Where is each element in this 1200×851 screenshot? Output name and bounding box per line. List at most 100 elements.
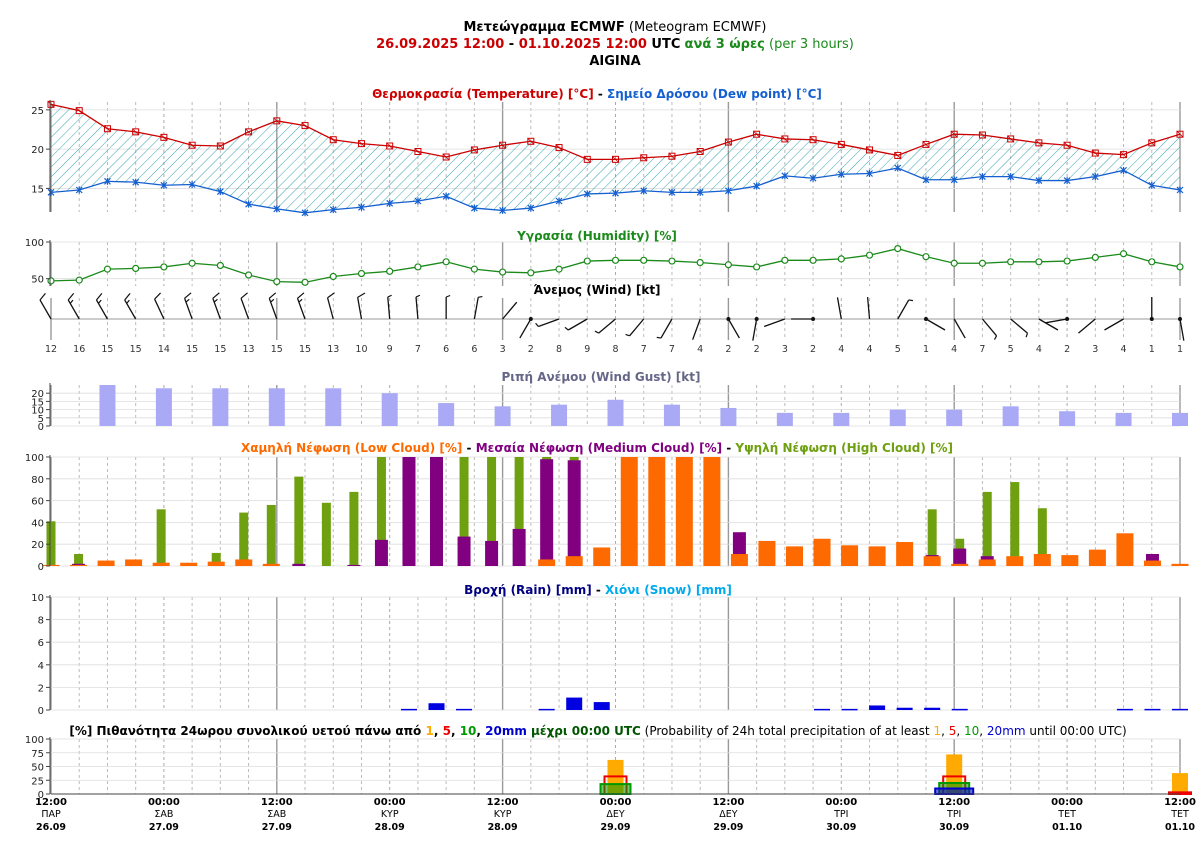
wind-speed-label: 13 (327, 344, 339, 355)
x-tick-date: 01.10 (1165, 822, 1195, 833)
temperature-point (329, 136, 337, 144)
dewpoint-point (47, 188, 55, 196)
x-tick-day: ΤΡΙ (833, 809, 848, 820)
wind-speed-label: 15 (130, 344, 142, 355)
temperature-point-mark (245, 128, 252, 136)
humidity-point (1063, 257, 1071, 265)
temperature-point-mark (132, 128, 139, 136)
low-cloud-bar (1061, 555, 1079, 566)
temperature-point-mark (1120, 151, 1127, 158)
high-cloud-bar (1037, 508, 1047, 566)
precip-tick-label: 8 (38, 616, 44, 627)
temperature-point (132, 128, 140, 136)
humidity-point (978, 259, 987, 267)
rain-bar (456, 708, 473, 711)
gust-bar (889, 409, 906, 426)
wind-speed-label: 12 (45, 344, 57, 355)
wind-calm-dot (923, 317, 928, 321)
precip-tick-label: 4 (38, 661, 44, 672)
temperature-point (160, 133, 168, 141)
x-tick-time: 12:00 (712, 797, 744, 808)
low-cloud-bar (703, 457, 721, 566)
wind-barb-feather (908, 299, 914, 302)
gust-bar (663, 404, 680, 426)
temperature-point-mark (104, 125, 111, 132)
temperature-point (950, 130, 958, 138)
x-tick-day: ΣΑΒ (154, 809, 173, 820)
x-tick-day: ΚΥΡ (381, 809, 399, 820)
wind-barb (154, 298, 165, 320)
humidity-point (1035, 258, 1043, 266)
dewpoint-point (1007, 173, 1015, 181)
medium-cloud-bar (1145, 554, 1159, 566)
temperature-point-mark (47, 101, 55, 108)
medium-cloud-bar (567, 460, 581, 566)
temperature-point (103, 125, 111, 133)
humidity-point (273, 278, 281, 286)
humidity-point (216, 261, 224, 270)
wind-barb-feather (39, 292, 46, 301)
medium-cloud-bar (347, 564, 361, 566)
low-cloud-bar (1116, 533, 1134, 566)
wind-speed-label: 7 (979, 344, 985, 355)
high-cloud-bar (927, 509, 937, 566)
rain-bar (896, 707, 913, 710)
wind-barb-feather (445, 294, 451, 298)
x-tick-time: 00:00 (148, 797, 180, 808)
cloud-tick-label: 40 (31, 518, 44, 529)
low-cloud-bar (730, 554, 748, 566)
gust-bar (1172, 412, 1188, 426)
wind-calm-dot (811, 317, 816, 321)
x-tick-day: ΣΑΒ (267, 809, 286, 820)
x-tick-time: 12:00 (1164, 797, 1196, 808)
wind-barb (981, 318, 998, 337)
low-cloud-bar (813, 538, 831, 566)
wind-speed-label: 9 (584, 344, 590, 355)
dewpoint-point (837, 170, 845, 178)
wind-barb (124, 299, 137, 320)
precip-title: Βροχή (Rain) [mm] - Χιόνι (Snow) [mm] (464, 583, 732, 597)
high-cloud-bar (74, 554, 84, 566)
gust-bar (1059, 411, 1076, 426)
wind-barb (95, 299, 109, 320)
medium-cloud-bar (485, 540, 499, 566)
temperature-point (978, 131, 986, 139)
humidity-point (865, 251, 874, 259)
x-tick-time: 00:00 (374, 797, 406, 808)
temperature-point-mark (640, 154, 648, 162)
temperature-point-mark (555, 144, 563, 151)
temperature-point-mark (725, 138, 732, 146)
wind-calm-dot (528, 317, 533, 321)
humidity-point (611, 256, 620, 264)
humidity-point (527, 269, 535, 277)
temperature-point-mark (979, 131, 986, 139)
wind-speed-label: 5 (895, 344, 901, 355)
cloud-tick-label: 100 (25, 453, 44, 464)
temperature-point (75, 107, 83, 115)
temp-title: Θερμοκρασία (Temperature) [°C] - Σημείο … (372, 87, 822, 101)
precip-tick-label: 6 (38, 638, 44, 649)
low-cloud-bar (1088, 549, 1106, 566)
temperature-point (357, 140, 365, 148)
wind-speed-label: 15 (186, 344, 198, 355)
temperature-point (866, 146, 874, 154)
wind-calm-dot (1178, 317, 1182, 321)
humidity-point (724, 261, 733, 269)
wind-barb-feather (213, 298, 218, 303)
wind-barb-feather (270, 298, 275, 303)
rain-bar (869, 705, 886, 710)
wind-speed-label: 2 (810, 344, 816, 355)
x-tick-date: 28.09 (375, 822, 405, 833)
wind-barb-feather (656, 336, 662, 339)
humidity-title: Υγρασία (Humidity) [%] (516, 229, 677, 243)
temperature-point (414, 148, 422, 155)
humidity-point (696, 258, 704, 267)
humidity-point (244, 271, 253, 279)
wind-barb-feather (594, 330, 599, 334)
gust-tick-label: 10 (31, 406, 44, 417)
low-cloud-bar (758, 540, 776, 566)
temperature-point-mark (838, 141, 845, 148)
temperature-point-mark (922, 141, 930, 148)
gust-tick-label: 0 (38, 422, 44, 433)
x-tick-time: 12:00 (487, 797, 519, 808)
